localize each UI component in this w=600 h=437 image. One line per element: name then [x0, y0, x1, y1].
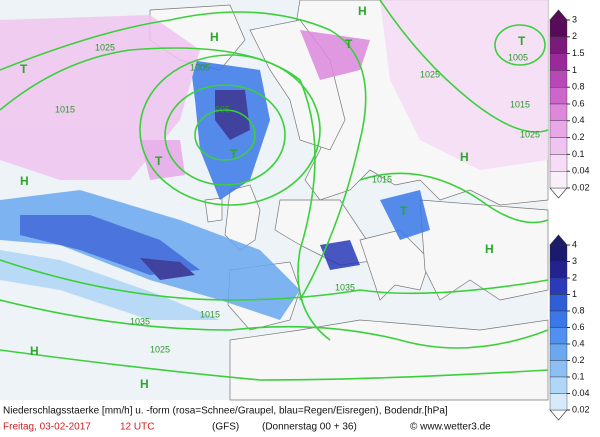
isobar — [194, 109, 256, 161]
scale-bin — [549, 327, 568, 345]
scale-bin — [549, 310, 568, 328]
footer-run: (Donnerstag 00 + 36) — [262, 422, 357, 433]
scale-label: 0.6 — [572, 322, 585, 332]
isobar — [0, 11, 367, 301]
map-labels: H H H H H H H T T T T T T 995 1005 1015 … — [20, 4, 540, 391]
scale-label: 0.1 — [572, 149, 585, 159]
scale-label: 0.8 — [572, 82, 585, 92]
low-label: T — [400, 204, 408, 218]
scale-bin — [549, 120, 568, 138]
scale-label: 0.6 — [572, 98, 585, 108]
high-label: H — [30, 344, 39, 358]
high-label: H — [358, 4, 367, 18]
scale-label: 3 — [572, 256, 577, 266]
scale-label: 0.8 — [572, 305, 585, 315]
low-label: T — [230, 147, 238, 161]
scale-bin — [549, 244, 568, 262]
scale-label: 3 — [572, 14, 577, 24]
scale-label: 1 — [572, 289, 577, 299]
scale-bin — [549, 261, 568, 279]
scale-label: 1.5 — [572, 48, 585, 58]
scale-bin — [549, 277, 568, 295]
scale-bin — [549, 70, 568, 88]
scale-bin — [549, 294, 568, 312]
isobar — [359, 172, 549, 224]
scale-bin — [549, 53, 568, 71]
legends: 3 2 1.5 1 0.8 0.6 0.4 0.2 0.1 0.04 0.02 4 3 2 1 0.8 0.6 0… — [549, 9, 590, 421]
isobar-label: 1005 — [508, 52, 528, 62]
scale-bin — [549, 36, 568, 54]
low-label: T — [155, 154, 163, 168]
high-label: H — [140, 377, 149, 391]
isobar-label: 1035 — [335, 282, 355, 292]
isobar-label: 1015 — [510, 99, 530, 109]
isobar — [0, 349, 549, 381]
isobar-label: 1015 — [55, 104, 75, 114]
scale-bin — [549, 343, 568, 361]
isobar-label: 1015 — [372, 174, 392, 184]
isobars — [0, 0, 549, 381]
scale-arrow-bottom — [549, 409, 568, 421]
scale-bin — [549, 360, 568, 378]
scale-bin — [549, 19, 568, 37]
isobar — [494, 24, 546, 66]
low-label: T — [518, 34, 526, 48]
high-label: H — [485, 242, 494, 256]
scale-bin — [549, 103, 568, 121]
scale-label: 2 — [572, 31, 577, 41]
scale-label: 4 — [572, 239, 577, 249]
scale-bin — [549, 393, 568, 411]
isobar — [0, 47, 331, 341]
isobar-label: 1025 — [420, 69, 440, 79]
isobar — [139, 54, 321, 206]
scale-bin — [549, 86, 568, 105]
isobar-label: 1025 — [95, 42, 115, 52]
isobar-label: 1025 — [150, 344, 170, 354]
scale-label: 0.4 — [572, 338, 585, 348]
scale-arrow-top — [549, 9, 568, 21]
scale-bin — [549, 137, 568, 155]
isobar-label: 1015 — [200, 309, 220, 319]
scale-label: 2 — [572, 272, 577, 282]
scale-label: 0.04 — [572, 166, 590, 176]
scale-label: 0.02 — [572, 404, 590, 414]
scale-label: 0.2 — [572, 355, 585, 365]
footer-date: Freitag, 03-02-2017 — [3, 422, 91, 433]
low-label: T — [345, 37, 353, 51]
scale-label: 0.02 — [572, 182, 590, 192]
scale-bin — [549, 376, 568, 394]
scale-bin — [549, 154, 568, 172]
isobar — [379, 0, 549, 133]
isobar — [0, 259, 549, 301]
footer-credit: © www.wetter3.de — [410, 422, 491, 433]
isobar-label: 1005 — [190, 62, 210, 72]
isobar — [0, 299, 549, 349]
scale-arrow-top — [549, 234, 568, 246]
footer-model: (GFS) — [212, 422, 239, 433]
footer-caption: Niederschlagsstaerke [mm/h] u. -form (ro… — [3, 406, 448, 417]
isobar-label: 995 — [215, 104, 230, 114]
precipitation — [0, 0, 548, 320]
isobar-label: 1035 — [130, 316, 150, 326]
footer-time: 12 UTC — [120, 422, 154, 433]
footer-background — [0, 401, 548, 437]
low-label: T — [20, 62, 28, 76]
isobar — [164, 84, 286, 186]
high-label: H — [460, 150, 469, 164]
high-label: H — [20, 174, 29, 188]
isobar-label: 1025 — [520, 129, 540, 139]
scale-label: 0.04 — [572, 388, 590, 398]
scale-label: 0.4 — [572, 115, 585, 125]
scale-label: 0.2 — [572, 132, 585, 142]
scale-arrow-bottom — [549, 187, 568, 199]
high-label: H — [210, 30, 219, 44]
scale-bin — [549, 170, 568, 189]
scale-label: 0.1 — [572, 371, 585, 381]
scale-label: 1 — [572, 65, 577, 75]
